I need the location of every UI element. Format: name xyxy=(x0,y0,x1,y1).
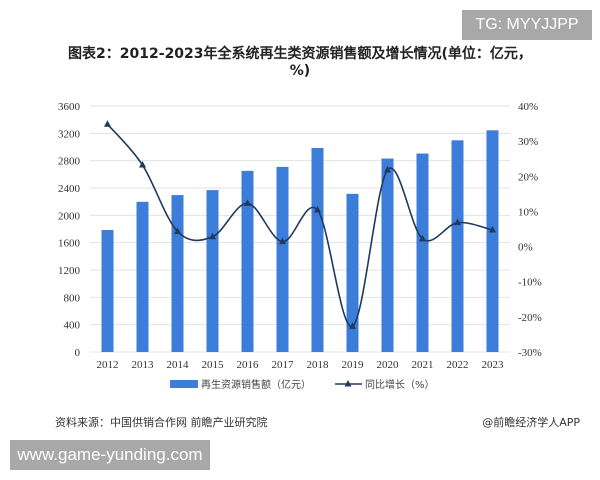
site-watermark: www.game-yunding.com xyxy=(10,440,210,470)
y-right-tick: -10% xyxy=(518,277,542,289)
bar xyxy=(346,193,359,352)
legend-line-label: 同比增长（%） xyxy=(365,378,435,391)
y-left-tick: 800 xyxy=(64,292,81,304)
growth-line xyxy=(106,123,493,328)
bar xyxy=(381,158,394,352)
y-right-tick: -20% xyxy=(518,312,542,324)
x-tick: 2015 xyxy=(202,359,225,371)
line-marker xyxy=(174,227,181,234)
line-marker xyxy=(244,199,251,206)
line-marker xyxy=(104,120,111,127)
legend-bar-label: 再生资源销售额（亿元） xyxy=(201,378,311,391)
legend-line-marker xyxy=(344,380,352,387)
line-marker xyxy=(314,206,321,213)
y-left-tick: 400 xyxy=(64,320,81,332)
legend-bar-swatch xyxy=(170,380,198,388)
y-right-tick: 40% xyxy=(518,101,538,113)
x-tick: 2019 xyxy=(342,359,365,371)
x-tick: 2023 xyxy=(482,359,505,371)
bar xyxy=(276,166,289,352)
x-tick: 2022 xyxy=(447,359,469,371)
x-tick: 2021 xyxy=(412,359,434,371)
bar xyxy=(416,153,429,352)
bar xyxy=(451,140,464,352)
line-marker xyxy=(349,322,356,329)
y-left-tick: 3200 xyxy=(58,128,81,140)
x-tick: 2013 xyxy=(132,359,155,371)
y-right-tick: 10% xyxy=(518,206,538,218)
x-tick: 2014 xyxy=(167,359,190,371)
bar xyxy=(311,147,324,352)
y-left-tick: 1600 xyxy=(58,238,81,250)
line-marker xyxy=(419,234,426,242)
bar xyxy=(136,201,149,352)
y-left-tick: 0 xyxy=(75,347,81,359)
line-marker xyxy=(209,232,216,240)
line-marker xyxy=(139,161,146,168)
line-marker xyxy=(454,218,461,226)
line-marker xyxy=(384,165,391,173)
y-right-tick: 30% xyxy=(518,136,538,148)
credit-note: @前瞻经济学人APP xyxy=(482,416,580,429)
tg-badge: TG: MYYJJPP xyxy=(462,10,592,40)
y-left-tick: 2000 xyxy=(58,210,81,222)
source-note: 资料来源：中国供销合作网 前瞻产业研究院 xyxy=(55,416,268,429)
y-left-tick: 2400 xyxy=(58,183,81,195)
bar xyxy=(101,230,114,352)
y-left-tick: 2800 xyxy=(58,156,81,168)
x-tick: 2012 xyxy=(97,359,119,371)
y-left-tick: 3600 xyxy=(58,101,81,113)
y-right-tick: 20% xyxy=(518,171,538,183)
bar xyxy=(206,190,219,352)
bar xyxy=(486,130,499,352)
line-marker xyxy=(279,237,286,245)
bar xyxy=(171,195,184,352)
x-tick: 2020 xyxy=(377,359,400,371)
chart-title: 图表2：2012-2023年全系统再生类资源销售额及增长情况(单位：亿元，%) xyxy=(68,46,532,79)
y-left-tick: 1200 xyxy=(58,265,81,277)
y-right-tick: 0% xyxy=(518,242,533,254)
x-tick: 2017 xyxy=(272,359,295,371)
line-marker xyxy=(489,226,496,233)
x-tick: 2018 xyxy=(307,359,330,371)
y-right-tick: -30% xyxy=(518,347,542,359)
x-tick: 2016 xyxy=(237,359,260,371)
bar xyxy=(241,170,254,352)
